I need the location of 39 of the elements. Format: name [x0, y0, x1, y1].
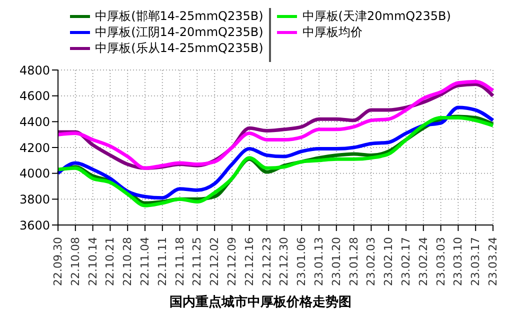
x-tick-label: 22.10.14	[86, 237, 100, 286]
x-tick-label: 23.01.06	[295, 237, 308, 286]
x-tick-label: 23.03.10	[452, 237, 465, 286]
x-tick-label: 23.02.24	[416, 237, 430, 286]
x-tick-label: 23.03.03	[434, 237, 448, 286]
y-tick-label: 4800	[19, 63, 50, 78]
x-tick-label: 22.12.16	[242, 237, 256, 286]
x-tick-label: 23.02.10	[382, 237, 396, 286]
x-tick-label: 22.12.23	[260, 237, 274, 286]
x-tick-label: 23.01.28	[347, 237, 360, 286]
legend-label: 中厚板(邯郸14-25mmQ235B)	[95, 8, 264, 24]
y-tick-label: 4400	[19, 114, 50, 129]
x-tick-label: 23.02.17	[400, 237, 412, 286]
x-tick-label: 23.03.17	[469, 237, 482, 286]
x-tick-label: 22.11.11	[156, 237, 169, 286]
legend-label: 中厚板均价	[302, 24, 362, 40]
y-tick-label: 3600	[19, 218, 50, 232]
legend-label: 中厚板(乐从14-25mmQ235B)	[95, 40, 264, 56]
x-tick-label: 22.10.08	[68, 237, 82, 286]
y-tick-label: 4200	[19, 140, 50, 155]
y-tick-label: 4000	[19, 166, 50, 181]
x-tick-label: 22.11.25	[190, 237, 204, 286]
y-tick-label: 3800	[19, 192, 50, 206]
legend-label: 中厚板(江阴14-20mmQ235B)	[95, 24, 264, 40]
x-tick-label: 22.12.09	[226, 237, 238, 286]
x-tick-label: 23.01.20	[330, 237, 343, 286]
text: 国内重点城市中厚板价格走势图	[168, 294, 352, 311]
x-tick-label: 22.10.21	[104, 237, 117, 286]
x-tick-label: 23.01.13	[312, 237, 326, 286]
legend-label: 中厚板(天津20mmQ235B)	[302, 8, 451, 24]
x-tick-label: 22.11.04	[138, 237, 152, 286]
x-tick-label: 22.12.02	[208, 237, 222, 286]
x-tick-label: 22.10.28	[121, 237, 134, 286]
x-tick-label: 23.02.03	[364, 237, 378, 286]
x-tick-label: 23.03.24	[486, 237, 500, 286]
x-tick-label: 22.12.30	[278, 237, 291, 286]
x-tick-label: 22.09.30	[52, 237, 64, 286]
x-tick-label: 22.11.18	[173, 237, 186, 286]
y-tick-label: 4600	[19, 89, 50, 104]
